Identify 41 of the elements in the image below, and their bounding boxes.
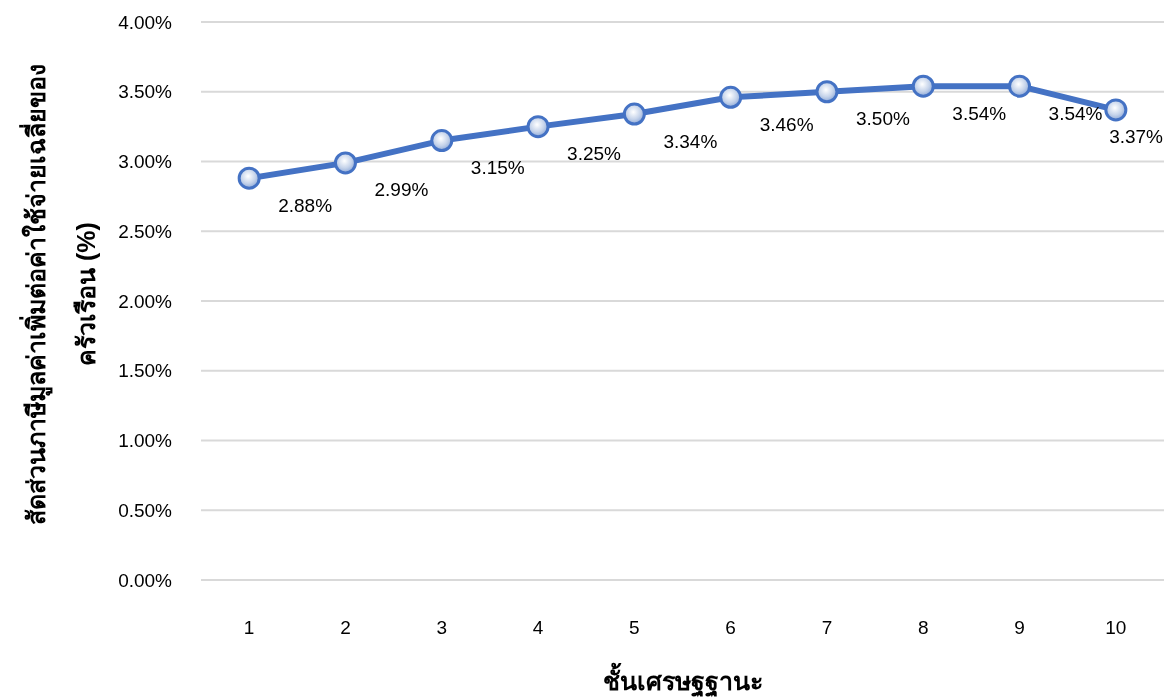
- y-tick-label: 0.50%: [118, 499, 173, 521]
- x-tick-label: 3: [436, 616, 448, 638]
- point: [719, 85, 743, 109]
- data-label: 3.46%: [759, 113, 814, 135]
- data-label: 3.54%: [1048, 102, 1103, 124]
- data-label: 3.15%: [470, 157, 525, 179]
- x-tick-label: 6: [725, 616, 736, 638]
- x-tick-label: 7: [821, 616, 833, 638]
- x-axis-title: ชั้นเศรษฐฐานะ: [602, 662, 763, 698]
- y-tick-label: 4.00%: [118, 11, 173, 33]
- point: [333, 151, 357, 175]
- data-label: 3.37%: [1109, 126, 1164, 148]
- y-axis-title: สัดส่วนภาษีมูลค่าเพิ่มต่อค่าใช้จ่ายเฉลี่ยของครัวเรือน (%): [19, 63, 100, 525]
- y-tick-label: 1.50%: [118, 360, 173, 382]
- x-tick-label: 8: [917, 616, 929, 638]
- point: [1008, 74, 1032, 98]
- point: [237, 166, 261, 190]
- y-tick-label: 1.00%: [118, 430, 173, 451]
- x-tick-label: 10: [1105, 616, 1127, 638]
- data-label: 3.34%: [663, 130, 718, 152]
- x-tick-label: 9: [1014, 616, 1025, 638]
- data-label: 2.88%: [278, 194, 333, 216]
- point: [1104, 98, 1128, 122]
- point: [526, 115, 550, 139]
- y-tick-label: 3.50%: [118, 81, 173, 103]
- y-tick-label: 0.00%: [118, 569, 173, 591]
- y-tick-label: 3.00%: [118, 151, 173, 172]
- data-label: 2.99%: [374, 179, 429, 201]
- x-tick-label: 5: [629, 616, 640, 638]
- x-tick-label: 1: [243, 616, 255, 638]
- data-label: 3.25%: [567, 143, 622, 165]
- x-tick-label: 2: [340, 616, 351, 638]
- data-label: 3.50%: [856, 108, 910, 130]
- point: [911, 74, 935, 98]
- point: [622, 102, 646, 126]
- y-tick-label: 2.50%: [118, 220, 173, 242]
- data-label: 3.54%: [952, 102, 1007, 124]
- point: [815, 80, 839, 104]
- x-tick-label: 4: [532, 616, 544, 638]
- y-tick-label: 2.00%: [118, 290, 173, 312]
- point: [430, 129, 454, 153]
